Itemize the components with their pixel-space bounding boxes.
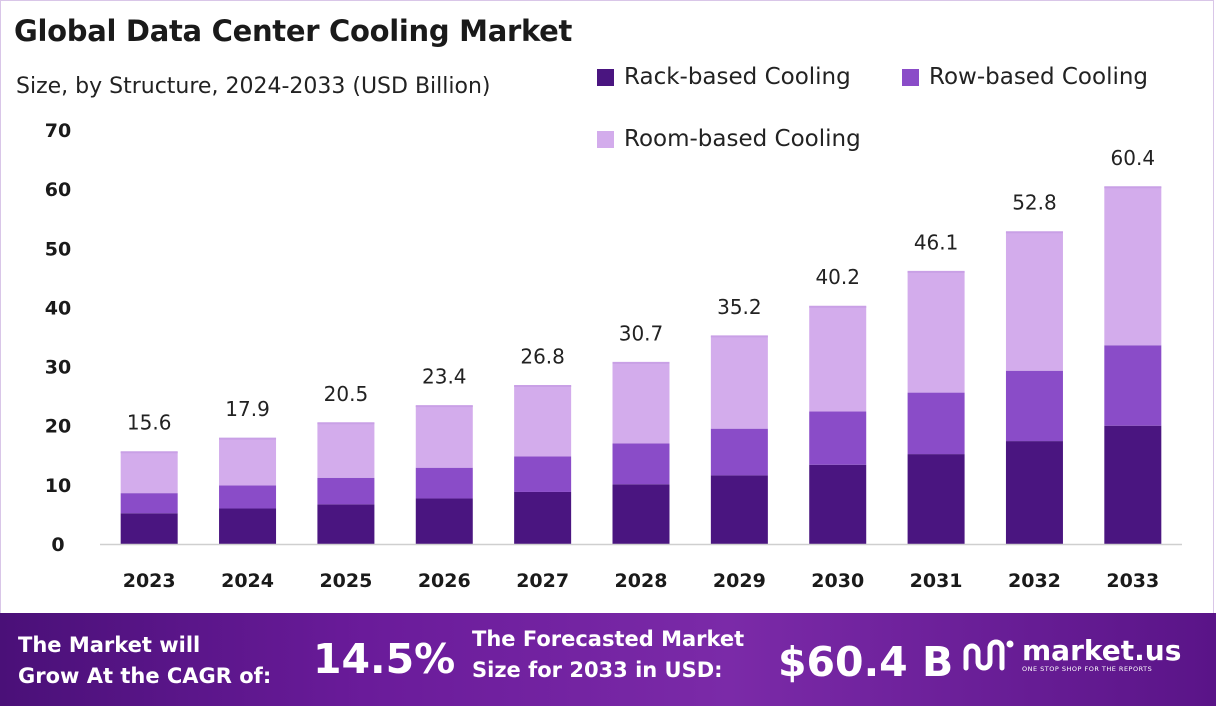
x-tick-label: 2023 — [123, 570, 176, 592]
x-tick-label: 2031 — [910, 570, 963, 592]
x-tick-label: 2026 — [418, 570, 471, 592]
bar-total-label: 17.9 — [225, 397, 270, 421]
bar-total-label: 30.7 — [619, 321, 664, 345]
cagr-value: 14.5% — [313, 635, 456, 683]
bar-segment-rack — [415, 498, 473, 544]
bar-segment-row — [317, 477, 375, 505]
y-tick-label: 50 — [45, 238, 71, 260]
bar-segment-row — [907, 392, 965, 455]
x-tick-label: 2033 — [1106, 570, 1159, 592]
brand-name: market.us — [1022, 634, 1182, 667]
legend-item-row: Row-based Cooling — [902, 64, 1148, 90]
forecast-label: The Forecasted Market Size for 2033 in U… — [472, 624, 744, 686]
bar-segment-room — [1005, 231, 1063, 371]
market-us-logo-icon — [963, 639, 1014, 671]
legend-item-room: Room-based Cooling — [597, 126, 861, 152]
bar-segment-row — [219, 485, 277, 509]
brand-logo: market.us ONE STOP SHOP FOR THE REPORTS — [962, 637, 1181, 673]
bar-segment-rack — [710, 475, 768, 544]
bar-segment-rack — [1005, 441, 1063, 544]
x-tick-label: 2029 — [713, 570, 766, 592]
chart-title: Global Data Center Cooling Market — [14, 14, 573, 48]
bar-total-label: 26.8 — [520, 344, 565, 368]
bar-segment-rack — [612, 484, 670, 544]
bar-segment-row — [514, 456, 572, 492]
bar-total-label: 20.5 — [324, 382, 369, 406]
legend-swatch-row — [902, 68, 919, 86]
bar-segment-room — [120, 451, 178, 494]
legend-label-rack: Rack-based Cooling — [624, 64, 851, 90]
y-tick-label: 70 — [45, 120, 71, 142]
bar-segment-row — [415, 467, 473, 499]
cagr-label: The Market will Grow At the CAGR of: — [18, 630, 271, 692]
y-tick-label: 40 — [45, 297, 71, 319]
bar-segment-row — [1104, 345, 1162, 426]
bar-total-label: 15.6 — [127, 411, 172, 435]
legend-item-rack: Rack-based Cooling — [597, 64, 851, 90]
bar-segment-room — [514, 385, 572, 457]
bar-segment-room — [710, 335, 768, 429]
y-tick-label: 60 — [45, 179, 71, 201]
cagr-label-line1: The Market will — [18, 633, 201, 657]
bar-segment-room — [809, 306, 867, 412]
brand-tagline: ONE STOP SHOP FOR THE REPORTS — [1022, 665, 1153, 673]
bar-total-label: 52.8 — [1012, 191, 1057, 215]
bar-total-label: 40.2 — [815, 265, 860, 289]
legend-label-room: Room-based Cooling — [624, 126, 861, 152]
legend-swatch-room — [597, 130, 614, 148]
bar-segment-room — [415, 405, 473, 468]
forecast-label-line2: Size for 2033 in USD: — [472, 658, 723, 682]
bar-segment-row — [809, 411, 867, 465]
y-tick-label: 30 — [45, 357, 71, 379]
forecast-value: $60.4 B — [778, 638, 954, 686]
bar-segment-rack — [809, 464, 867, 544]
bar-total-label: 23.4 — [422, 365, 467, 389]
y-tick-label: 10 — [45, 475, 71, 497]
x-tick-label: 2025 — [319, 570, 372, 592]
bar-total-label: 35.2 — [717, 295, 762, 319]
bar-segment-rack — [907, 454, 965, 544]
bar-total-label: 60.4 — [1111, 146, 1156, 170]
chart-subtitle: Size, by Structure, 2024-2033 (USD Billi… — [16, 74, 491, 99]
cagr-label-line2: Grow At the CAGR of: — [18, 664, 272, 688]
legend-label-row: Row-based Cooling — [929, 64, 1149, 90]
bar-segment-rack — [219, 508, 277, 544]
bar-segment-room — [612, 362, 670, 444]
x-tick-label: 2030 — [811, 570, 864, 592]
x-tick-label: 2028 — [615, 570, 668, 592]
x-tick-label: 2032 — [1008, 570, 1061, 592]
forecast-label-line1: The Forecasted Market — [472, 627, 745, 651]
bar-total-label: 46.1 — [914, 230, 959, 254]
bar-segment-row — [120, 493, 178, 514]
bar-segment-row — [612, 443, 670, 485]
bar-segment-room — [317, 422, 375, 478]
stacked-bar-chart: 01020304050607015.6202317.9202420.520252… — [45, 120, 1182, 592]
x-tick-label: 2027 — [516, 570, 569, 592]
bar-segment-room — [1104, 186, 1162, 346]
bar-segment-rack — [317, 504, 375, 544]
bar-segment-room — [219, 438, 277, 486]
summary-banner: The Market will Grow At the CAGR of: 14.… — [0, 613, 1216, 706]
bar-segment-rack — [1104, 425, 1162, 544]
bar-segment-room — [907, 271, 965, 393]
bar-segment-row — [710, 428, 768, 476]
bar-segment-row — [1005, 370, 1063, 442]
legend-swatch-rack — [597, 68, 614, 86]
y-tick-label: 20 — [45, 416, 71, 438]
bar-segment-rack — [120, 513, 178, 544]
y-tick-label: 0 — [51, 534, 64, 556]
bar-segment-rack — [514, 491, 572, 544]
x-tick-label: 2024 — [221, 570, 274, 592]
